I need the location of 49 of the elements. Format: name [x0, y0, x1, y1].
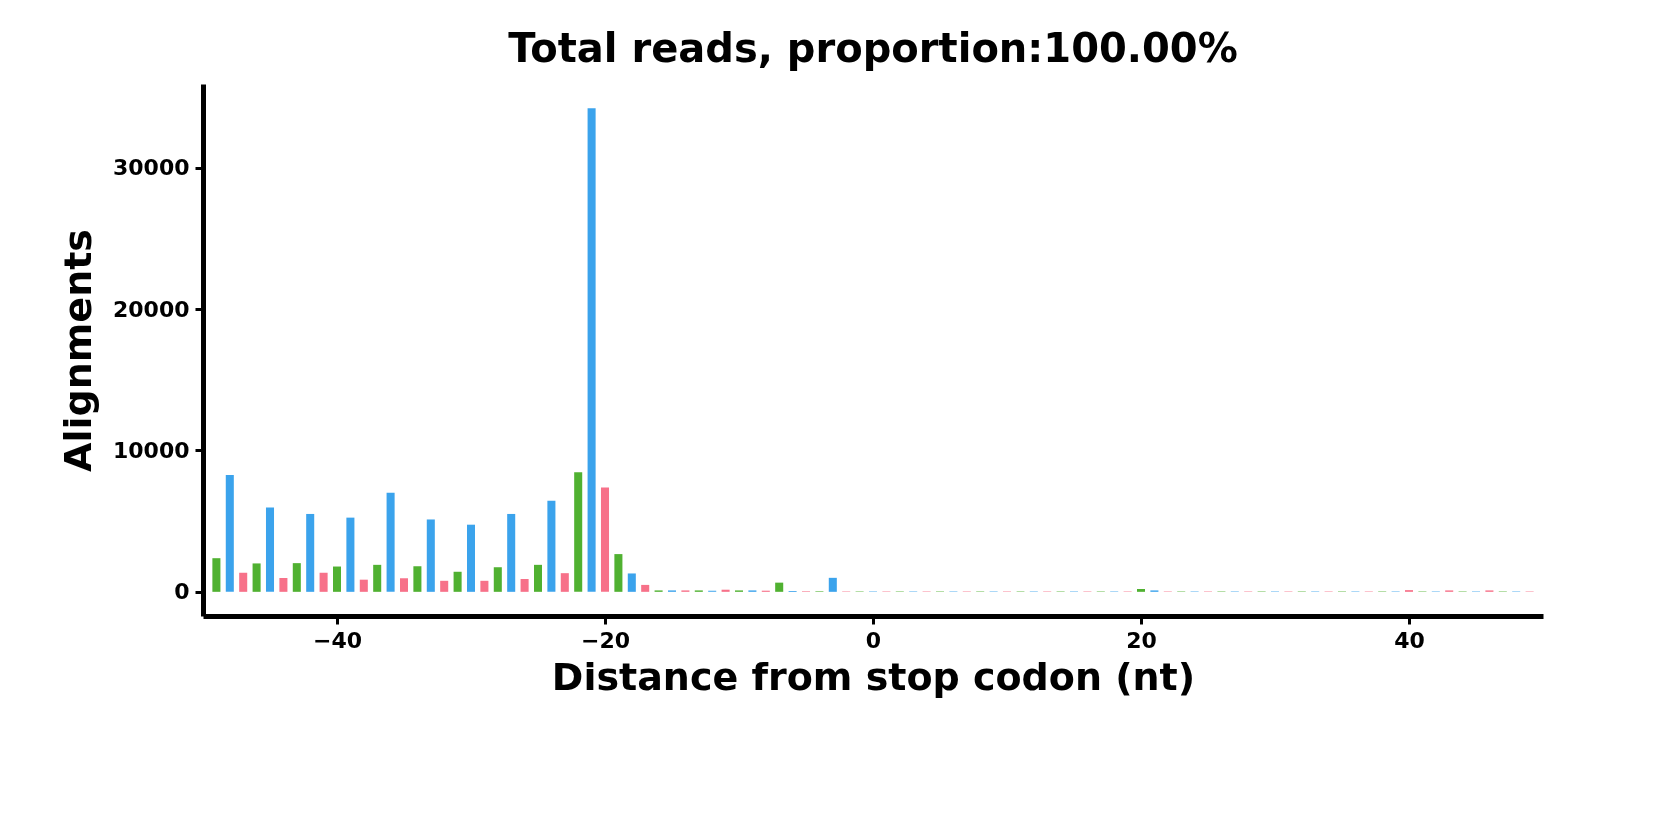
bar: [440, 580, 449, 592]
bar: [627, 573, 636, 592]
bar: [386, 492, 395, 592]
y-axis-title: Alignments: [55, 229, 100, 472]
bar: [547, 500, 556, 592]
bar: [319, 572, 328, 592]
bar: [466, 524, 476, 592]
y-tick-label: 10000: [112, 437, 190, 463]
bar: [225, 475, 234, 592]
x-tick-label: 40: [1394, 627, 1425, 653]
x-axis-title: Distance from stop codon (nt): [551, 654, 1196, 699]
bar: [1136, 589, 1146, 592]
bar: [480, 580, 489, 592]
bar: [507, 513, 516, 592]
bar: [413, 566, 422, 592]
bar: [346, 517, 355, 592]
x-tick-label: −40: [312, 627, 363, 653]
bar: [373, 564, 382, 592]
bar: [614, 554, 623, 592]
bar: [600, 487, 610, 592]
bar: [239, 572, 248, 592]
bar: [775, 582, 784, 592]
bar: [212, 558, 221, 592]
bar: [265, 507, 275, 592]
bar: [292, 563, 301, 592]
y-tick-label: 0: [174, 579, 190, 605]
y-tick-label: 30000: [112, 155, 190, 181]
bar: [560, 573, 569, 592]
bar: [520, 578, 529, 592]
bar: [306, 513, 315, 592]
bar: [453, 571, 462, 592]
bar: [332, 566, 342, 592]
bar: [721, 589, 730, 592]
bar: [828, 577, 837, 592]
bar: [493, 567, 502, 592]
x-tick-label: 20: [1126, 627, 1157, 653]
bar: [359, 579, 368, 592]
chart-title: Total reads, proportion:100.00%: [508, 25, 1238, 71]
y-tick-label: 20000: [112, 296, 190, 322]
bar: [399, 578, 409, 592]
bar: [587, 108, 596, 592]
bar: [252, 563, 261, 592]
bar: [574, 472, 583, 592]
bar: [641, 584, 650, 592]
bar: [533, 564, 543, 592]
bar: [426, 519, 435, 592]
bar: [279, 577, 288, 592]
x-tick-label: 0: [865, 627, 882, 653]
x-tick-label: −20: [580, 627, 631, 653]
